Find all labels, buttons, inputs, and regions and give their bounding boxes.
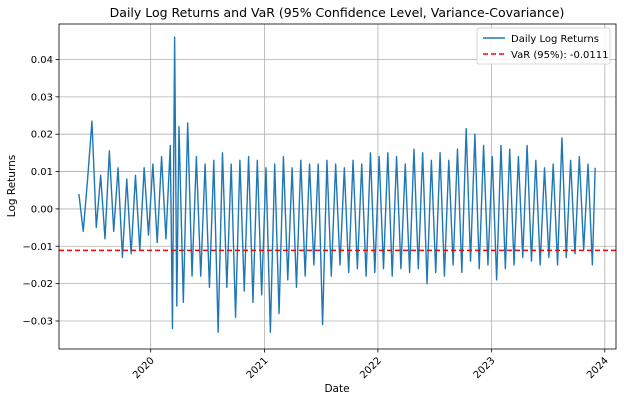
- chart-title: Daily Log Returns and VaR (95% Confidenc…: [110, 5, 565, 20]
- x-tick-label: 2020: [131, 355, 157, 381]
- plot-frame: [58, 23, 617, 350]
- x-tick-label: 2024: [585, 355, 611, 381]
- y-tick-label: 0.00: [31, 204, 53, 215]
- x-tick-label: 2022: [358, 355, 384, 381]
- x-axis-label: Date: [324, 383, 349, 395]
- y-tick-label: −0.01: [22, 242, 53, 253]
- legend-label-returns: Daily Log Returns: [511, 34, 599, 45]
- y-tick-label: 0.04: [31, 55, 53, 66]
- series-line-daily-log-returns: [78, 36, 596, 333]
- y-tick-label: 0.01: [31, 167, 53, 178]
- y-tick-label: −0.03: [22, 316, 53, 327]
- legend: Daily Log Returns VaR (95%): -0.0111: [476, 27, 611, 65]
- legend-box: [476, 27, 611, 65]
- y-tick-label: 0.03: [31, 92, 53, 103]
- y-tick-label: −0.02: [22, 279, 53, 290]
- y-tick-label: 0.02: [31, 130, 53, 141]
- legend-label-var: VaR (95%): -0.0111: [511, 50, 609, 61]
- x-tick-label: 2021: [245, 355, 271, 381]
- x-tick-label: 2023: [472, 355, 498, 381]
- plot-marks: [59, 36, 616, 333]
- x-axis: 2020 2021 2022 2023 2024: [131, 349, 611, 381]
- y-axis-label: Log Returns: [6, 155, 18, 217]
- y-axis: 0.04 0.03 0.02 0.01 0.00 −0.01 −0.02 −0.03: [22, 55, 59, 327]
